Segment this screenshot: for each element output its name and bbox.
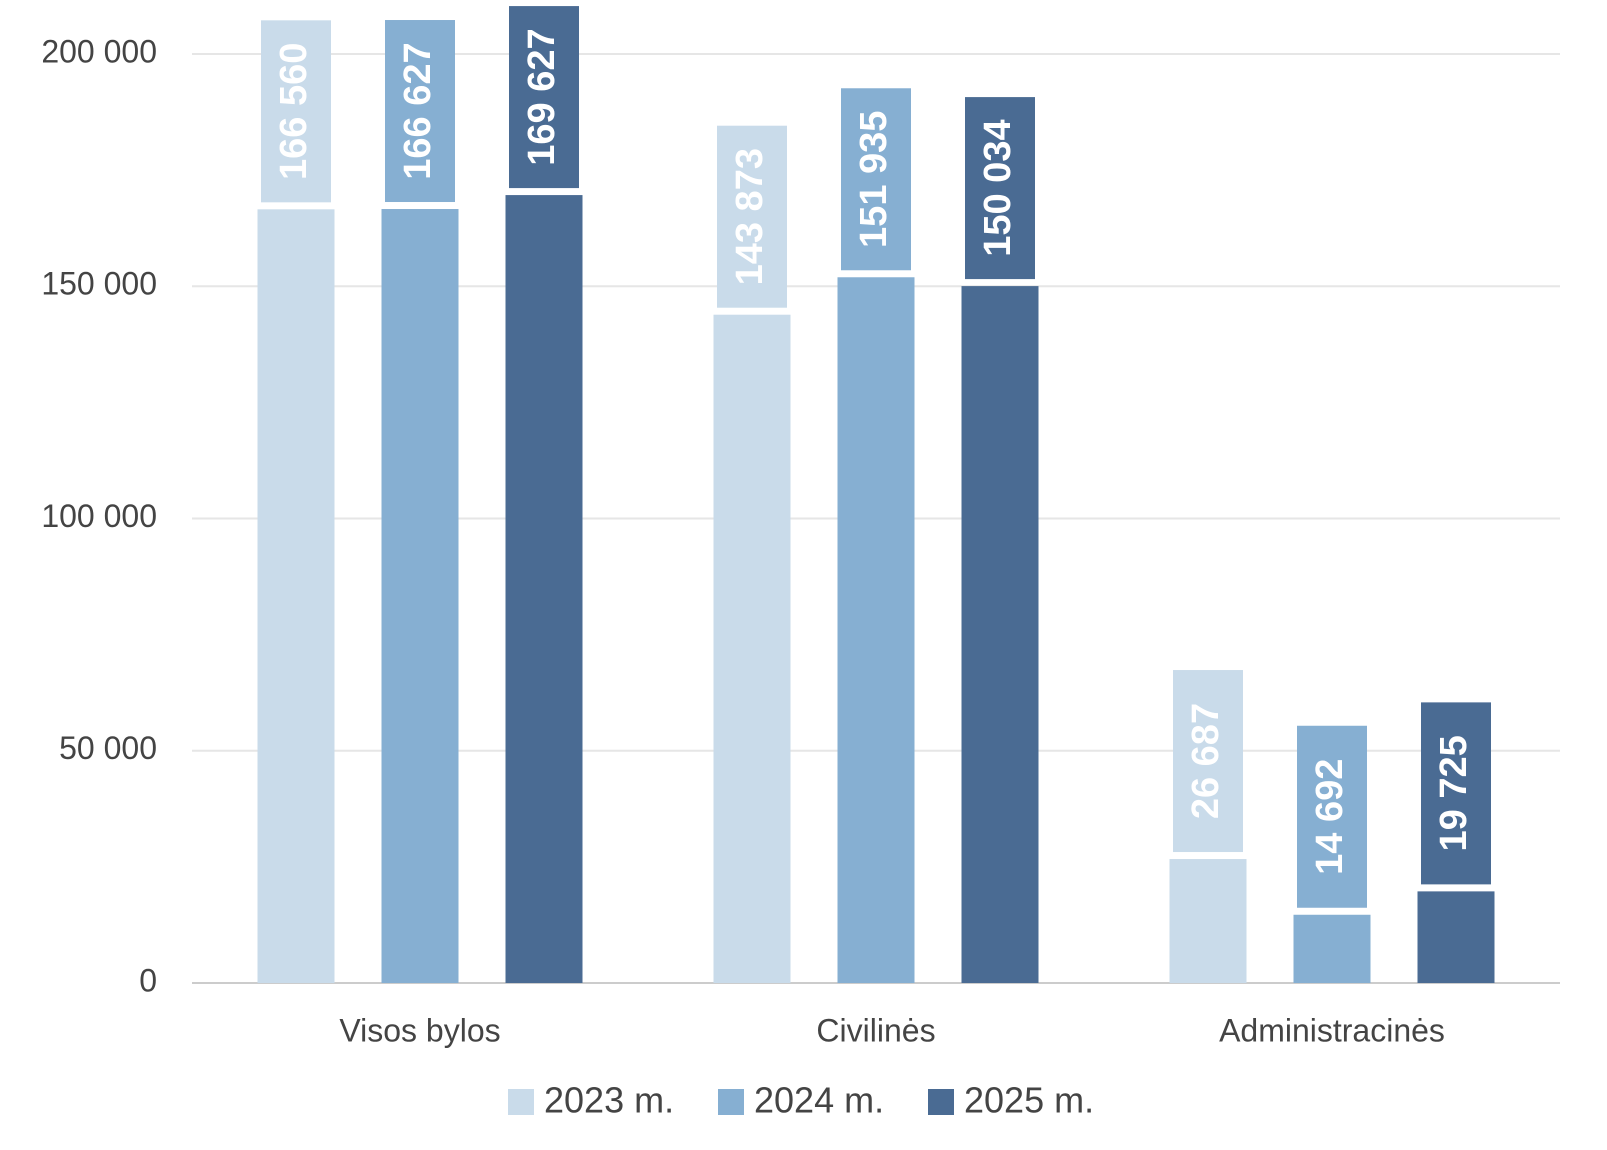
legend-label: 2023 m.	[544, 1080, 674, 1121]
value-label: 150 034	[977, 119, 1019, 256]
value-label: 151 935	[853, 111, 895, 248]
legend-swatch	[718, 1089, 744, 1115]
value-label-box	[385, 20, 455, 203]
legend-swatch	[928, 1089, 954, 1115]
value-label-box	[509, 6, 579, 189]
value-label-box	[1173, 670, 1243, 853]
value-label-box	[841, 88, 911, 271]
value-label: 26 687	[1185, 703, 1227, 819]
value-label: 166 627	[397, 42, 439, 179]
y-tick-label: 0	[139, 962, 157, 998]
x-tick-label: Visos bylos	[339, 1012, 500, 1048]
value-label: 169 627	[521, 28, 563, 165]
value-label: 19 725	[1433, 735, 1475, 851]
value-label-box	[261, 20, 331, 203]
value-label-box	[717, 125, 787, 308]
bar	[961, 286, 1039, 984]
y-tick-label: 150 000	[41, 266, 157, 302]
y-tick-label: 100 000	[41, 498, 157, 534]
value-label: 143 873	[729, 148, 771, 285]
bar	[837, 277, 915, 983]
bar	[381, 209, 459, 983]
legend-swatch	[508, 1089, 534, 1115]
bar	[713, 314, 791, 983]
x-tick-label: Civilinės	[816, 1012, 935, 1048]
y-tick-label: 200 000	[41, 33, 157, 69]
bar	[257, 209, 335, 983]
bar	[1169, 859, 1247, 983]
value-label: 14 692	[1309, 759, 1351, 875]
legend-label: 2024 m.	[754, 1080, 884, 1121]
value-label-box	[965, 97, 1035, 280]
y-tick-label: 50 000	[59, 730, 157, 766]
value-label-box	[1421, 702, 1491, 885]
x-tick-label: Administracinės	[1219, 1012, 1445, 1048]
bar	[1417, 891, 1495, 983]
bar	[505, 195, 583, 983]
bar	[1293, 914, 1371, 983]
value-label: 166 560	[273, 43, 315, 180]
value-label-box	[1297, 725, 1367, 908]
legend-label: 2025 m.	[964, 1080, 1094, 1121]
